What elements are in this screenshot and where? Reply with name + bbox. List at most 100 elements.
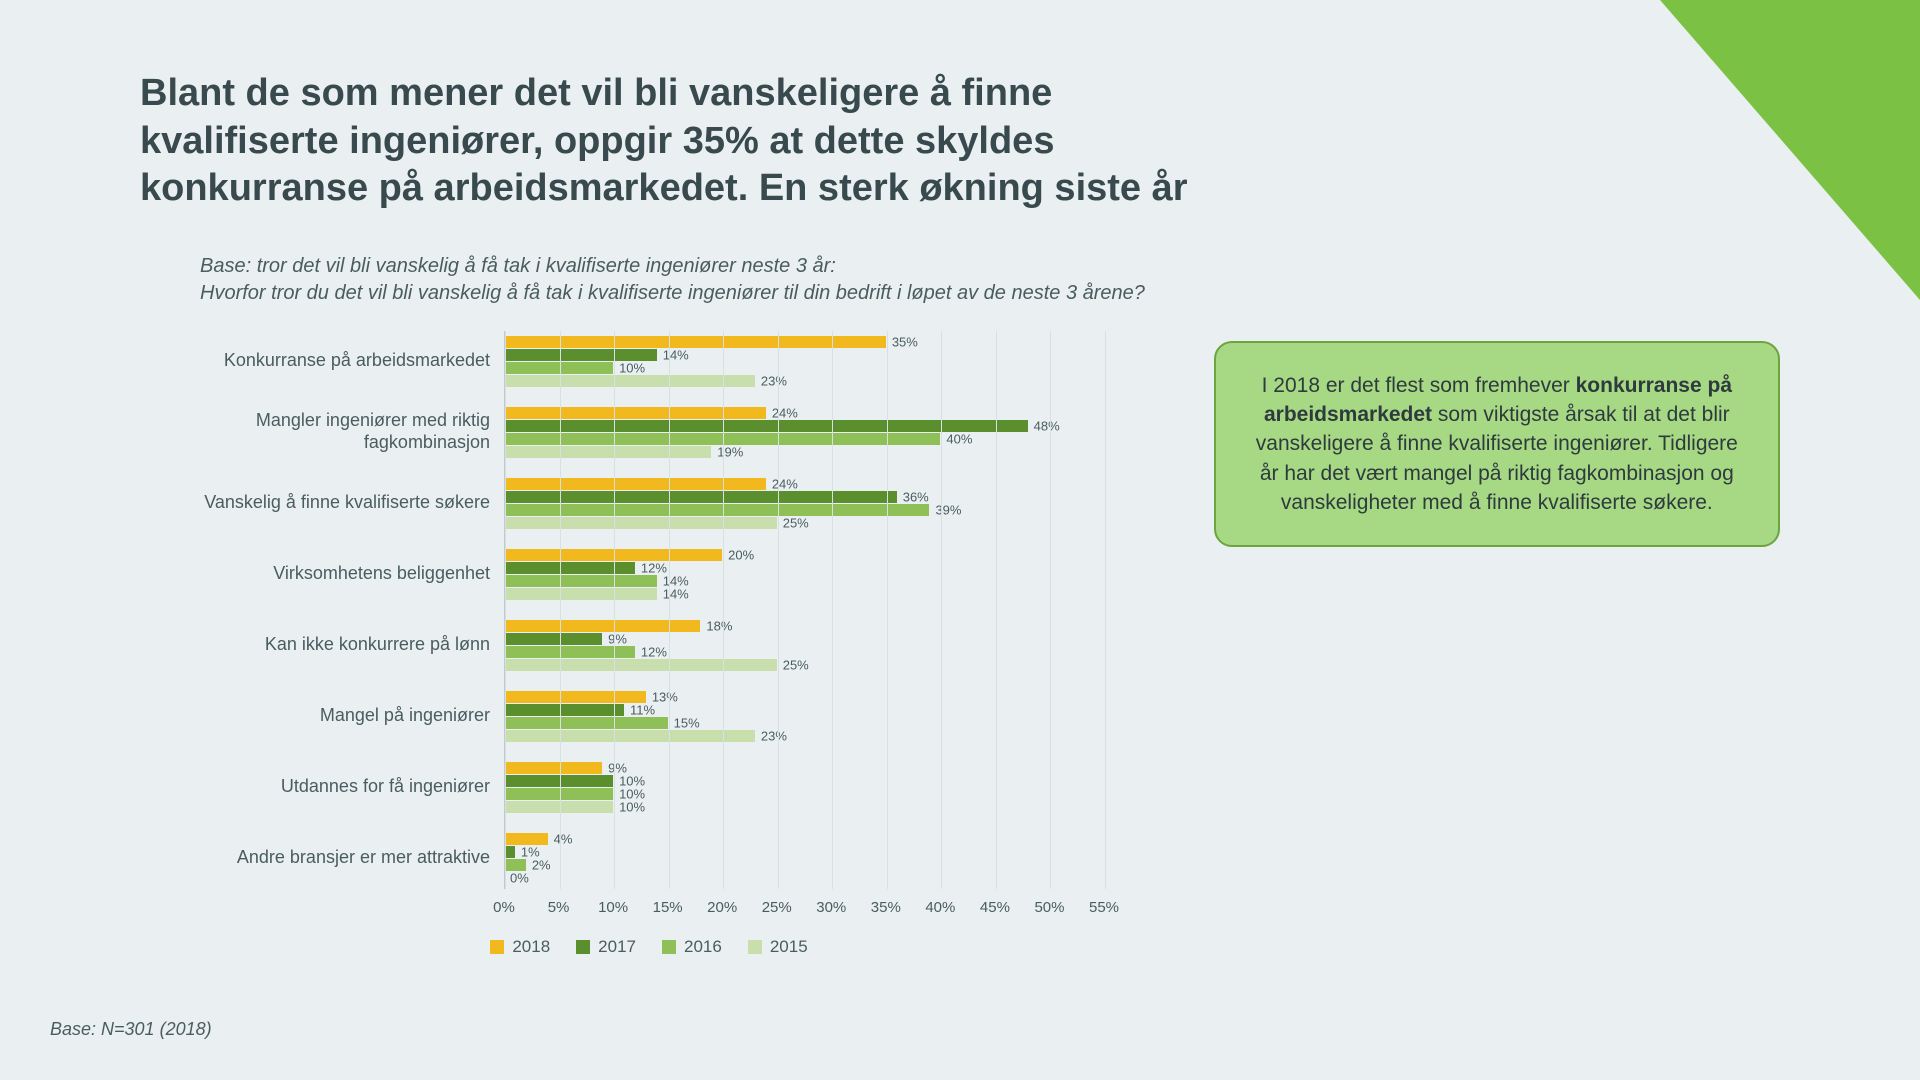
category-label: Mangel på ingeniører xyxy=(180,705,504,727)
bar-value-label: 20% xyxy=(722,547,754,562)
callout-text-pre: I 2018 er det flest som fremhever xyxy=(1262,374,1576,397)
bar: 25% xyxy=(504,517,777,529)
x-tick: 20% xyxy=(707,899,737,916)
bar-value-label: 15% xyxy=(668,715,700,730)
bar: 2% xyxy=(504,859,526,871)
bar-value-label: 0% xyxy=(504,870,529,885)
bar: 36% xyxy=(504,491,897,503)
legend-item: 2018 xyxy=(490,937,550,957)
bar: 9% xyxy=(504,633,602,645)
bar-group: 24%36%39%25% xyxy=(504,473,1104,534)
bar-group: 9%10%10%10% xyxy=(504,757,1104,818)
slide-subtitle: Base: tror det vil bli vanskelig å få ta… xyxy=(200,253,1250,307)
bar-value-label: 11% xyxy=(624,702,655,717)
bar-group: 13%11%15%23% xyxy=(504,686,1104,747)
bar: 40% xyxy=(504,433,940,445)
x-tick: 25% xyxy=(762,899,792,916)
bar: 24% xyxy=(504,407,766,419)
legend-item: 2016 xyxy=(662,937,722,957)
x-tick: 35% xyxy=(871,899,901,916)
bar-value-label: 14% xyxy=(657,347,689,362)
bar-group: 35%14%10%23% xyxy=(504,331,1104,392)
bar: 10% xyxy=(504,801,613,813)
subtitle-line-1: Base: tror det vil bli vanskelig å få ta… xyxy=(200,255,836,277)
bar: 20% xyxy=(504,549,722,561)
x-tick: 5% xyxy=(548,899,570,916)
bar-value-label: 39% xyxy=(929,502,961,517)
bar-value-label: 24% xyxy=(766,405,798,420)
slide: Blant de som mener det vil bli vanskelig… xyxy=(0,0,1920,1080)
x-tick: 30% xyxy=(816,899,846,916)
bar: 48% xyxy=(504,420,1028,432)
bar: 35% xyxy=(504,336,886,348)
legend-label: 2015 xyxy=(770,937,808,957)
bar-value-label: 35% xyxy=(886,334,918,349)
category-label: Andre bransjer er mer attraktive xyxy=(180,847,504,869)
bar-group: 4%1%2%0% xyxy=(504,828,1104,889)
bar: 10% xyxy=(504,788,613,800)
bar: 12% xyxy=(504,646,635,658)
legend-item: 2017 xyxy=(576,937,636,957)
x-axis: 0%5%10%15%20%25%30%35%40%45%50%55% xyxy=(504,899,1118,923)
bar-value-label: 23% xyxy=(755,728,787,743)
bar: 14% xyxy=(504,588,657,600)
x-tick: 55% xyxy=(1089,899,1119,916)
bar: 19% xyxy=(504,446,711,458)
bar: 9% xyxy=(504,762,602,774)
footnote: Base: N=301 (2018) xyxy=(50,1019,212,1040)
bar-value-label: 10% xyxy=(613,799,645,814)
legend-label: 2017 xyxy=(598,937,636,957)
bar-group: 20%12%14%14% xyxy=(504,544,1104,605)
legend-item: 2015 xyxy=(748,937,808,957)
bar-group: 18%9%12%25% xyxy=(504,615,1104,676)
bar-value-label: 9% xyxy=(602,631,627,646)
category-label: Vanskelig å finne kvalifiserte søkere xyxy=(180,492,504,514)
bar: 13% xyxy=(504,691,646,703)
bar-value-label: 10% xyxy=(613,360,645,375)
chart-row: Andre bransjer er mer attraktive 4%1%2%0… xyxy=(180,828,1134,889)
category-label: Virksomhetens beliggenhet xyxy=(180,563,504,585)
legend-swatch xyxy=(576,940,590,954)
x-tick: 10% xyxy=(598,899,628,916)
legend-swatch xyxy=(490,940,504,954)
category-label: Mangler ingeniører med riktig fagkombina… xyxy=(180,410,504,453)
bar: 24% xyxy=(504,478,766,490)
chart-row: Mangler ingeniører med riktig fagkombina… xyxy=(180,402,1134,463)
bar-value-label: 40% xyxy=(940,431,972,446)
bar-value-label: 4% xyxy=(548,831,573,846)
bar-value-label: 24% xyxy=(766,476,798,491)
bar: 23% xyxy=(504,375,755,387)
category-label: Utdannes for få ingeniører xyxy=(180,776,504,798)
grouped-bar-chart: Konkurranse på arbeidsmarkedet 35%14%10%… xyxy=(180,331,1134,889)
content-row: Konkurranse på arbeidsmarkedet 35%14%10%… xyxy=(140,331,1780,957)
bar-value-label: 19% xyxy=(711,444,743,459)
callout-box: I 2018 er det flest som fremhever konkur… xyxy=(1214,341,1780,548)
bar: 39% xyxy=(504,504,929,516)
bar: 25% xyxy=(504,659,777,671)
x-tick: 40% xyxy=(925,899,955,916)
chart-row: Konkurranse på arbeidsmarkedet 35%14%10%… xyxy=(180,331,1134,392)
category-label: Konkurranse på arbeidsmarkedet xyxy=(180,350,504,372)
bar: 12% xyxy=(504,562,635,574)
bar-value-label: 36% xyxy=(897,489,929,504)
x-tick: 0% xyxy=(493,899,515,916)
bar-group: 24%48%40%19% xyxy=(504,402,1104,463)
legend-label: 2016 xyxy=(684,937,722,957)
x-tick: 15% xyxy=(653,899,683,916)
chart-legend: 2018 2017 2016 2015 xyxy=(194,937,1104,957)
bar: 10% xyxy=(504,775,613,787)
bar: 4% xyxy=(504,833,548,845)
bar-value-label: 48% xyxy=(1028,418,1060,433)
legend-swatch xyxy=(748,940,762,954)
bar: 23% xyxy=(504,730,755,742)
x-tick: 45% xyxy=(980,899,1010,916)
chart-row: Virksomhetens beliggenhet 20%12%14%14% xyxy=(180,544,1134,605)
bar-value-label: 2% xyxy=(526,857,551,872)
bar-value-label: 14% xyxy=(657,586,689,601)
bar: 14% xyxy=(504,575,657,587)
bar: 15% xyxy=(504,717,668,729)
legend-swatch xyxy=(662,940,676,954)
x-tick: 50% xyxy=(1034,899,1064,916)
chart-row: Kan ikke konkurrere på lønn 18%9%12%25% xyxy=(180,615,1134,676)
bar-value-label: 12% xyxy=(635,644,667,659)
